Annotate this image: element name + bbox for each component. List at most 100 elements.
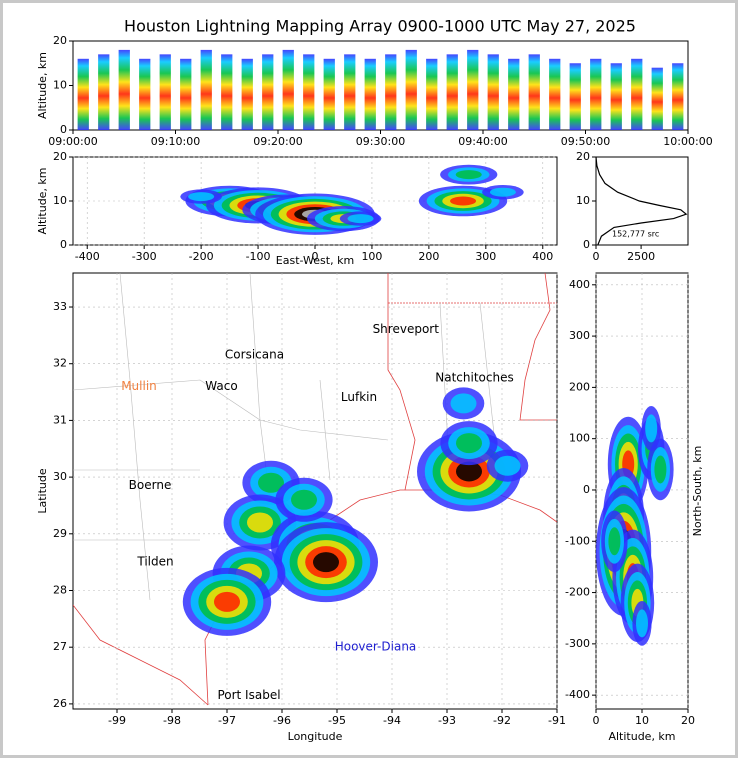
y-axis-label: Altitude, km (36, 167, 49, 234)
place-label: Natchitoches (435, 370, 513, 384)
x-tick-label: -95 (328, 714, 346, 727)
flash-column (344, 54, 356, 130)
y-tick-label: 0 (60, 123, 67, 136)
source-cluster (440, 164, 498, 185)
y-tick-label: 20 (53, 150, 67, 163)
y-tick-label: 100 (569, 432, 590, 445)
density-level (455, 170, 482, 180)
place-label: Corsicana (225, 348, 284, 362)
y-tick-label: 31 (53, 413, 67, 426)
flash-column (672, 63, 684, 130)
y-axis-label: Latitude (36, 468, 49, 514)
density-level (214, 591, 240, 612)
marks (596, 406, 674, 646)
density-level (291, 489, 317, 510)
x-tick-label: 09:10:00 (151, 135, 200, 148)
y-tick-label: 400 (569, 278, 590, 291)
x-axis-label: Altitude, km (608, 730, 675, 743)
altitude-histogram (595, 156, 688, 246)
place-label: Waco (205, 379, 237, 393)
x-tick-label: -100 (246, 250, 271, 263)
place-label: Mullin (121, 379, 157, 393)
x-tick-label: 09:00:00 (48, 135, 97, 148)
y-tick-label: 0 (60, 238, 67, 251)
density-level (450, 393, 477, 414)
flash-column (508, 58, 520, 130)
y-tick-label: 20 (576, 150, 590, 163)
x-axis-label: Longitude (288, 730, 343, 743)
x-tick-label: -98 (163, 714, 181, 727)
density-level (456, 433, 482, 454)
x-axis-label: East-West, km (276, 254, 354, 267)
flash-column (631, 58, 643, 130)
place-label: Shreveport (373, 322, 440, 336)
x-tick-label: 09:50:00 (561, 135, 610, 148)
source-cluster (486, 449, 529, 482)
density-level (258, 472, 284, 493)
source-cluster (440, 421, 498, 466)
x-tick-label: 09:30:00 (356, 135, 405, 148)
density-level (654, 455, 667, 484)
y-tick-label: 28 (53, 584, 67, 597)
x-tick-label: 09:40:00 (458, 135, 507, 148)
flash-column (282, 49, 294, 130)
y-tick-label: 10 (53, 194, 67, 207)
flash-column (385, 54, 397, 130)
flash-column (323, 58, 335, 130)
plot-area (72, 40, 689, 131)
flash-column (118, 49, 130, 130)
y-tick-label: 0 (583, 238, 590, 251)
x-tick-label: 20 (681, 714, 695, 727)
flash-column (241, 58, 253, 130)
x-tick-label: 300 (475, 250, 496, 263)
flash-column (426, 58, 438, 130)
title: Houston Lightning Mapping Array 0900-100… (124, 17, 636, 36)
source-cluster (482, 185, 524, 200)
y-tick-label: -100 (565, 534, 590, 547)
flash-column (159, 54, 171, 130)
y-tick-label: -300 (565, 637, 590, 650)
y-tick-label: 200 (569, 380, 590, 393)
annotation: 152,777 src (612, 230, 659, 239)
flash-column (549, 58, 561, 130)
density-level (636, 609, 648, 638)
x-tick-label: 2500 (627, 250, 655, 263)
x-tick-label: -97 (218, 714, 236, 727)
density-level (456, 461, 482, 482)
x-tick-label: 100 (361, 250, 382, 263)
x-tick-label: -96 (273, 714, 291, 727)
place-label: Port Isabel (217, 688, 280, 702)
source-cluster (339, 211, 382, 226)
y-tick-label: 30 (53, 470, 67, 483)
place-label: Boerne (129, 478, 172, 492)
x-tick-label: -400 (75, 250, 100, 263)
density-level (608, 527, 621, 556)
source-cluster (182, 567, 272, 636)
y-tick-label: 300 (569, 329, 590, 342)
x-tick-label: -93 (438, 714, 456, 727)
source-cluster (274, 522, 378, 603)
y-tick-label: 32 (53, 357, 67, 370)
place-label: Hoover-Diana (335, 640, 417, 654)
flash-column (303, 54, 315, 130)
place-label: Tilden (136, 555, 173, 569)
y-tick-label: 10 (576, 194, 590, 207)
marks (595, 156, 688, 246)
density-level (450, 196, 477, 206)
flash-column (364, 58, 376, 130)
density-level (645, 414, 658, 443)
y-tick-label: 26 (53, 697, 67, 710)
flash-column (221, 54, 233, 130)
source-cluster (632, 600, 652, 646)
density-level (188, 192, 215, 202)
density-level (494, 455, 521, 476)
x-tick-label: -99 (108, 714, 126, 727)
y-axis-label: Altitude, km (36, 52, 49, 119)
marks (182, 387, 529, 636)
y-tick-label: 20 (53, 34, 67, 47)
flash-column (262, 54, 274, 130)
density-level (347, 214, 374, 224)
x-tick-label: -92 (493, 714, 511, 727)
source-cluster (647, 438, 674, 501)
